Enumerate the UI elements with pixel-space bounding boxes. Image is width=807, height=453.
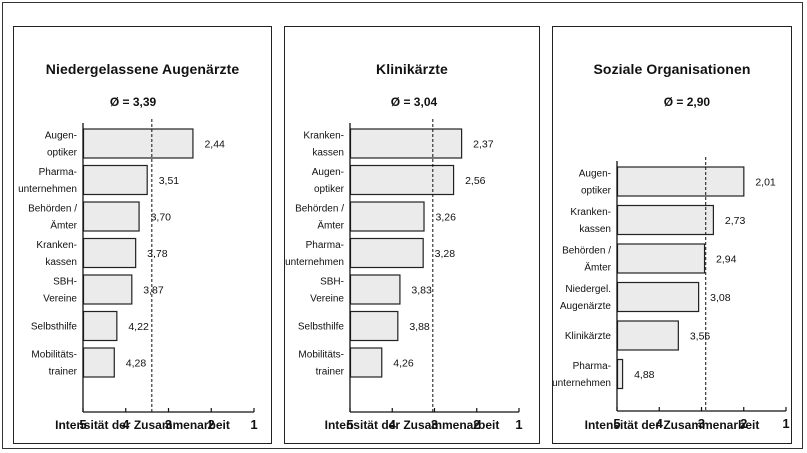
chart-title: Soziale Organisationen [593,61,751,77]
x-tick-label: 4 [389,417,397,432]
average-label: Ø = 3,04 [390,95,438,109]
value-label: 2,94 [716,254,737,266]
value-label: 4,26 [393,358,414,370]
x-axis-label: Intensität der Zusammenarbeit [324,418,500,432]
value-label: 4,28 [126,358,147,370]
x-axis-label: Intensität der Zusammenarbeit [55,418,230,432]
bar [82,164,148,196]
category-label: Augen-optiker [45,131,78,159]
chart-title: Niedergelassene Augenärzte [45,61,240,77]
chart-title: Klinikärzte [376,61,448,77]
bar [82,128,194,159]
value-label: 3,51 [159,175,180,187]
value-label: 3,26 [436,212,457,224]
bar [349,274,401,305]
x-tick-label: 5 [613,416,620,431]
bar [349,164,455,196]
x-axis-label: Intensität der Zusammenarbeit [584,418,760,432]
category-label: Pharma-unternehmen [285,240,344,268]
category-label: Mobilitäts-trainer [31,350,77,378]
value-label: 2,37 [473,139,494,151]
value-label: 3,83 [411,285,432,297]
bar [616,204,715,236]
value-label: 2,56 [465,175,486,187]
category-label: Kranken-kassen [303,131,344,159]
value-label: 2,44 [204,139,225,151]
average-label: Ø = 3,39 [109,95,157,109]
bar [616,358,624,390]
chart-svg: Augen-optiker 2,01 Kranken-kassen 2,73 Behör… [553,157,790,431]
bar [349,201,425,232]
category-label: Behörden / Ämter [562,246,612,274]
x-tick-label: 1 [250,417,257,432]
value-label: 2,01 [755,177,776,189]
category-label: Klinikärzte [565,331,612,342]
category-label: SBH-Vereine [43,277,77,305]
bar [349,310,399,342]
category-label: Augen-optiker [579,169,612,197]
average-label: Ø = 2,90 [663,95,711,109]
bar [82,237,137,269]
x-tick-label: 5 [79,417,86,432]
chart-panel-soziale-organisationen: Augen-optiker 2,01 Kranken-kassen 2,73 Behör… [552,26,792,444]
x-tick-label: 2 [473,417,480,432]
category-label: Pharma-unternehmen [18,167,77,195]
x-tick-label: 4 [122,417,130,432]
value-label: 3,56 [690,331,711,343]
chart-svg: Kranken-kassen 2,37 Augen-optiker 2,56 Behör… [285,119,523,432]
bar [82,347,115,378]
bar [349,347,383,378]
category-label: Behörden / Ämter [28,204,78,232]
x-tick-label: 1 [515,417,522,432]
figure-frame: Augen-optiker 2,44 Pharma-unternehmen 3,51 B… [2,2,803,449]
x-tick-label: 1 [782,416,789,431]
x-tick-label: 3 [431,417,438,432]
x-tick-label: 3 [698,416,705,431]
value-label: 4,22 [128,321,149,333]
category-label: Selbsthilfe [31,322,78,333]
category-label: Augen-optiker [312,167,345,195]
bar [82,274,133,305]
category-label: Kranken-kassen [570,207,611,235]
chart-panel-niedergelassene-augenaerzte: Augen-optiker 2,44 Pharma-unternehmen 3,51 B… [13,26,272,444]
value-label: 3,87 [143,285,164,297]
value-label: 3,78 [147,248,168,260]
x-tick-label: 5 [346,417,353,432]
bar [82,310,118,342]
x-tick-label: 4 [656,416,664,431]
chart-svg: Augen-optiker 2,44 Pharma-unternehmen 3,51 B… [18,119,258,432]
category-label: Niedergel. Augenärzte [560,284,612,312]
bar [616,320,679,351]
bar [82,201,140,232]
category-label: Pharma-unternehmen [553,361,611,389]
value-label: 3,88 [409,321,430,333]
x-tick-label: 3 [165,417,172,432]
value-label: 4,88 [634,369,655,381]
bar [616,281,700,313]
x-tick-label: 2 [208,417,215,432]
value-label: 2,73 [725,215,746,227]
category-label: Selbsthilfe [298,322,345,333]
value-label: 3,28 [435,248,456,260]
chart-panel-klinikaerzte: Kranken-kassen 2,37 Augen-optiker 2,56 Behör… [284,26,540,444]
bar [616,166,745,197]
bar [349,128,463,159]
category-label: Kranken-kassen [36,240,77,268]
x-tick-label: 2 [740,416,747,431]
bar [616,243,706,274]
category-label: Mobilitäts-trainer [298,350,344,378]
bar [349,237,424,269]
value-label: 3,08 [710,292,731,304]
value-label: 3,70 [151,212,172,224]
category-label: Behörden / Ämter [295,204,345,232]
category-label: SBH-Vereine [310,277,344,305]
